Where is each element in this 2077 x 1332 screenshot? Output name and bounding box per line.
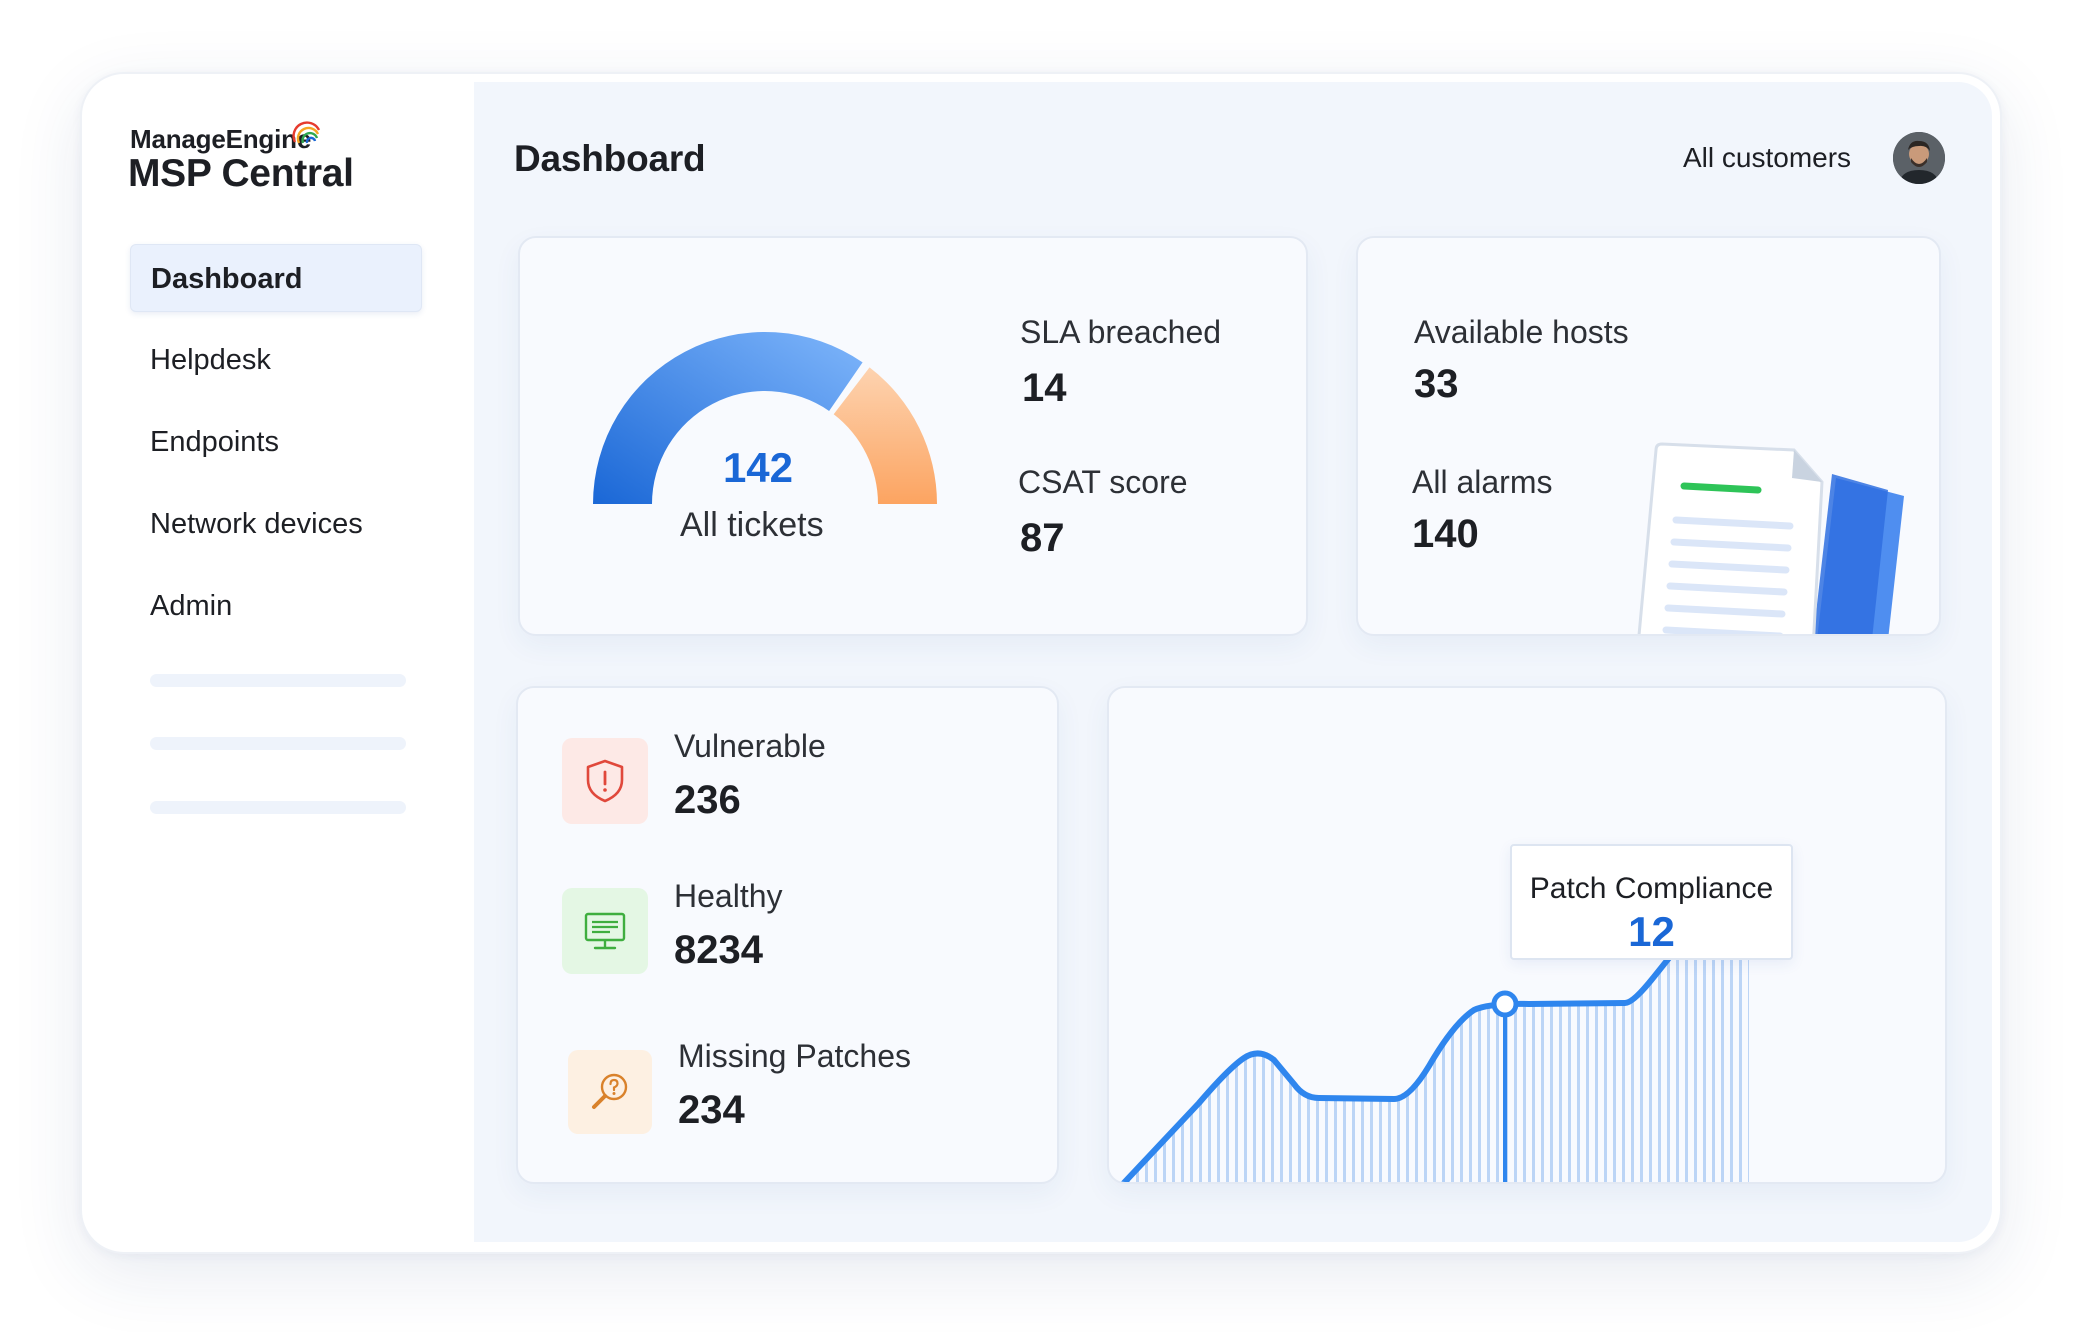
missing-patches-value: 234 — [678, 1088, 745, 1132]
shield-alert-icon — [586, 759, 624, 803]
alarms-value: 140 — [1412, 512, 1479, 556]
healthy-icon-box — [562, 888, 648, 974]
tickets-total-label: All tickets — [680, 506, 824, 544]
vulnerable-icon-box — [562, 738, 648, 824]
csat-value: 87 — [1020, 516, 1065, 560]
search-question-icon — [592, 1073, 628, 1109]
patch-area-fill — [1124, 858, 1749, 1182]
missing-patches-icon-box — [568, 1050, 652, 1134]
missing-patches-label: Missing Patches — [678, 1038, 911, 1074]
document-icon — [1637, 442, 1904, 634]
skeleton-placeholder — [150, 801, 406, 814]
avatar-icon — [1893, 132, 1945, 184]
patch-compliance-tooltip: Patch Compliance 12 — [1510, 844, 1793, 960]
skeleton-placeholder — [150, 737, 406, 750]
tickets-gauge — [593, 332, 937, 504]
sla-value: 14 — [1022, 366, 1067, 410]
skeleton-placeholder — [150, 674, 406, 687]
sidebar-item-label: Dashboard — [151, 263, 303, 295]
patch-marker-point[interactable] — [1491, 990, 1519, 1018]
hosts-card — [1356, 236, 1941, 636]
vulnerable-value: 236 — [674, 778, 741, 822]
customer-filter[interactable]: All customers — [1683, 142, 1852, 173]
gauge-fill-blue — [593, 332, 863, 504]
sidebar-item-network-devices[interactable]: Network devices — [150, 508, 363, 540]
hosts-value: 33 — [1414, 362, 1459, 406]
patch-compliance-card — [1107, 686, 1947, 1184]
brand-logo-icon — [292, 121, 321, 144]
sidebar-item-admin[interactable]: Admin — [150, 590, 233, 622]
monitor-icon — [584, 912, 626, 950]
sidebar-item-endpoints[interactable]: Endpoints — [150, 426, 279, 458]
gauge-fill-orange — [833, 367, 937, 504]
sidebar-item-helpdesk[interactable]: Helpdesk — [150, 344, 271, 376]
patch-compliance-chart — [1120, 855, 1752, 1182]
tooltip-value: 12 — [1628, 908, 1675, 955]
healthy-label: Healthy — [674, 878, 783, 914]
healthy-value: 8234 — [674, 928, 763, 972]
brand-vendor: ManageEngine — [130, 124, 312, 154]
tooltip-label: Patch Compliance — [1529, 872, 1774, 905]
sidebar-item-dashboard[interactable]: Dashboard — [130, 244, 422, 312]
vulnerable-label: Vulnerable — [674, 728, 826, 764]
user-avatar[interactable] — [1893, 132, 1945, 184]
sla-label: SLA breached — [1020, 314, 1222, 350]
alarms-label: All alarms — [1412, 464, 1553, 500]
csat-label: CSAT score — [1018, 464, 1188, 500]
page-title: Dashboard — [514, 138, 706, 179]
tickets-total-value: 142 — [722, 444, 794, 491]
hosts-label: Available hosts — [1414, 314, 1629, 350]
brand-product-name: MSP Central — [128, 152, 354, 195]
patch-trend-line — [1120, 855, 1752, 1182]
